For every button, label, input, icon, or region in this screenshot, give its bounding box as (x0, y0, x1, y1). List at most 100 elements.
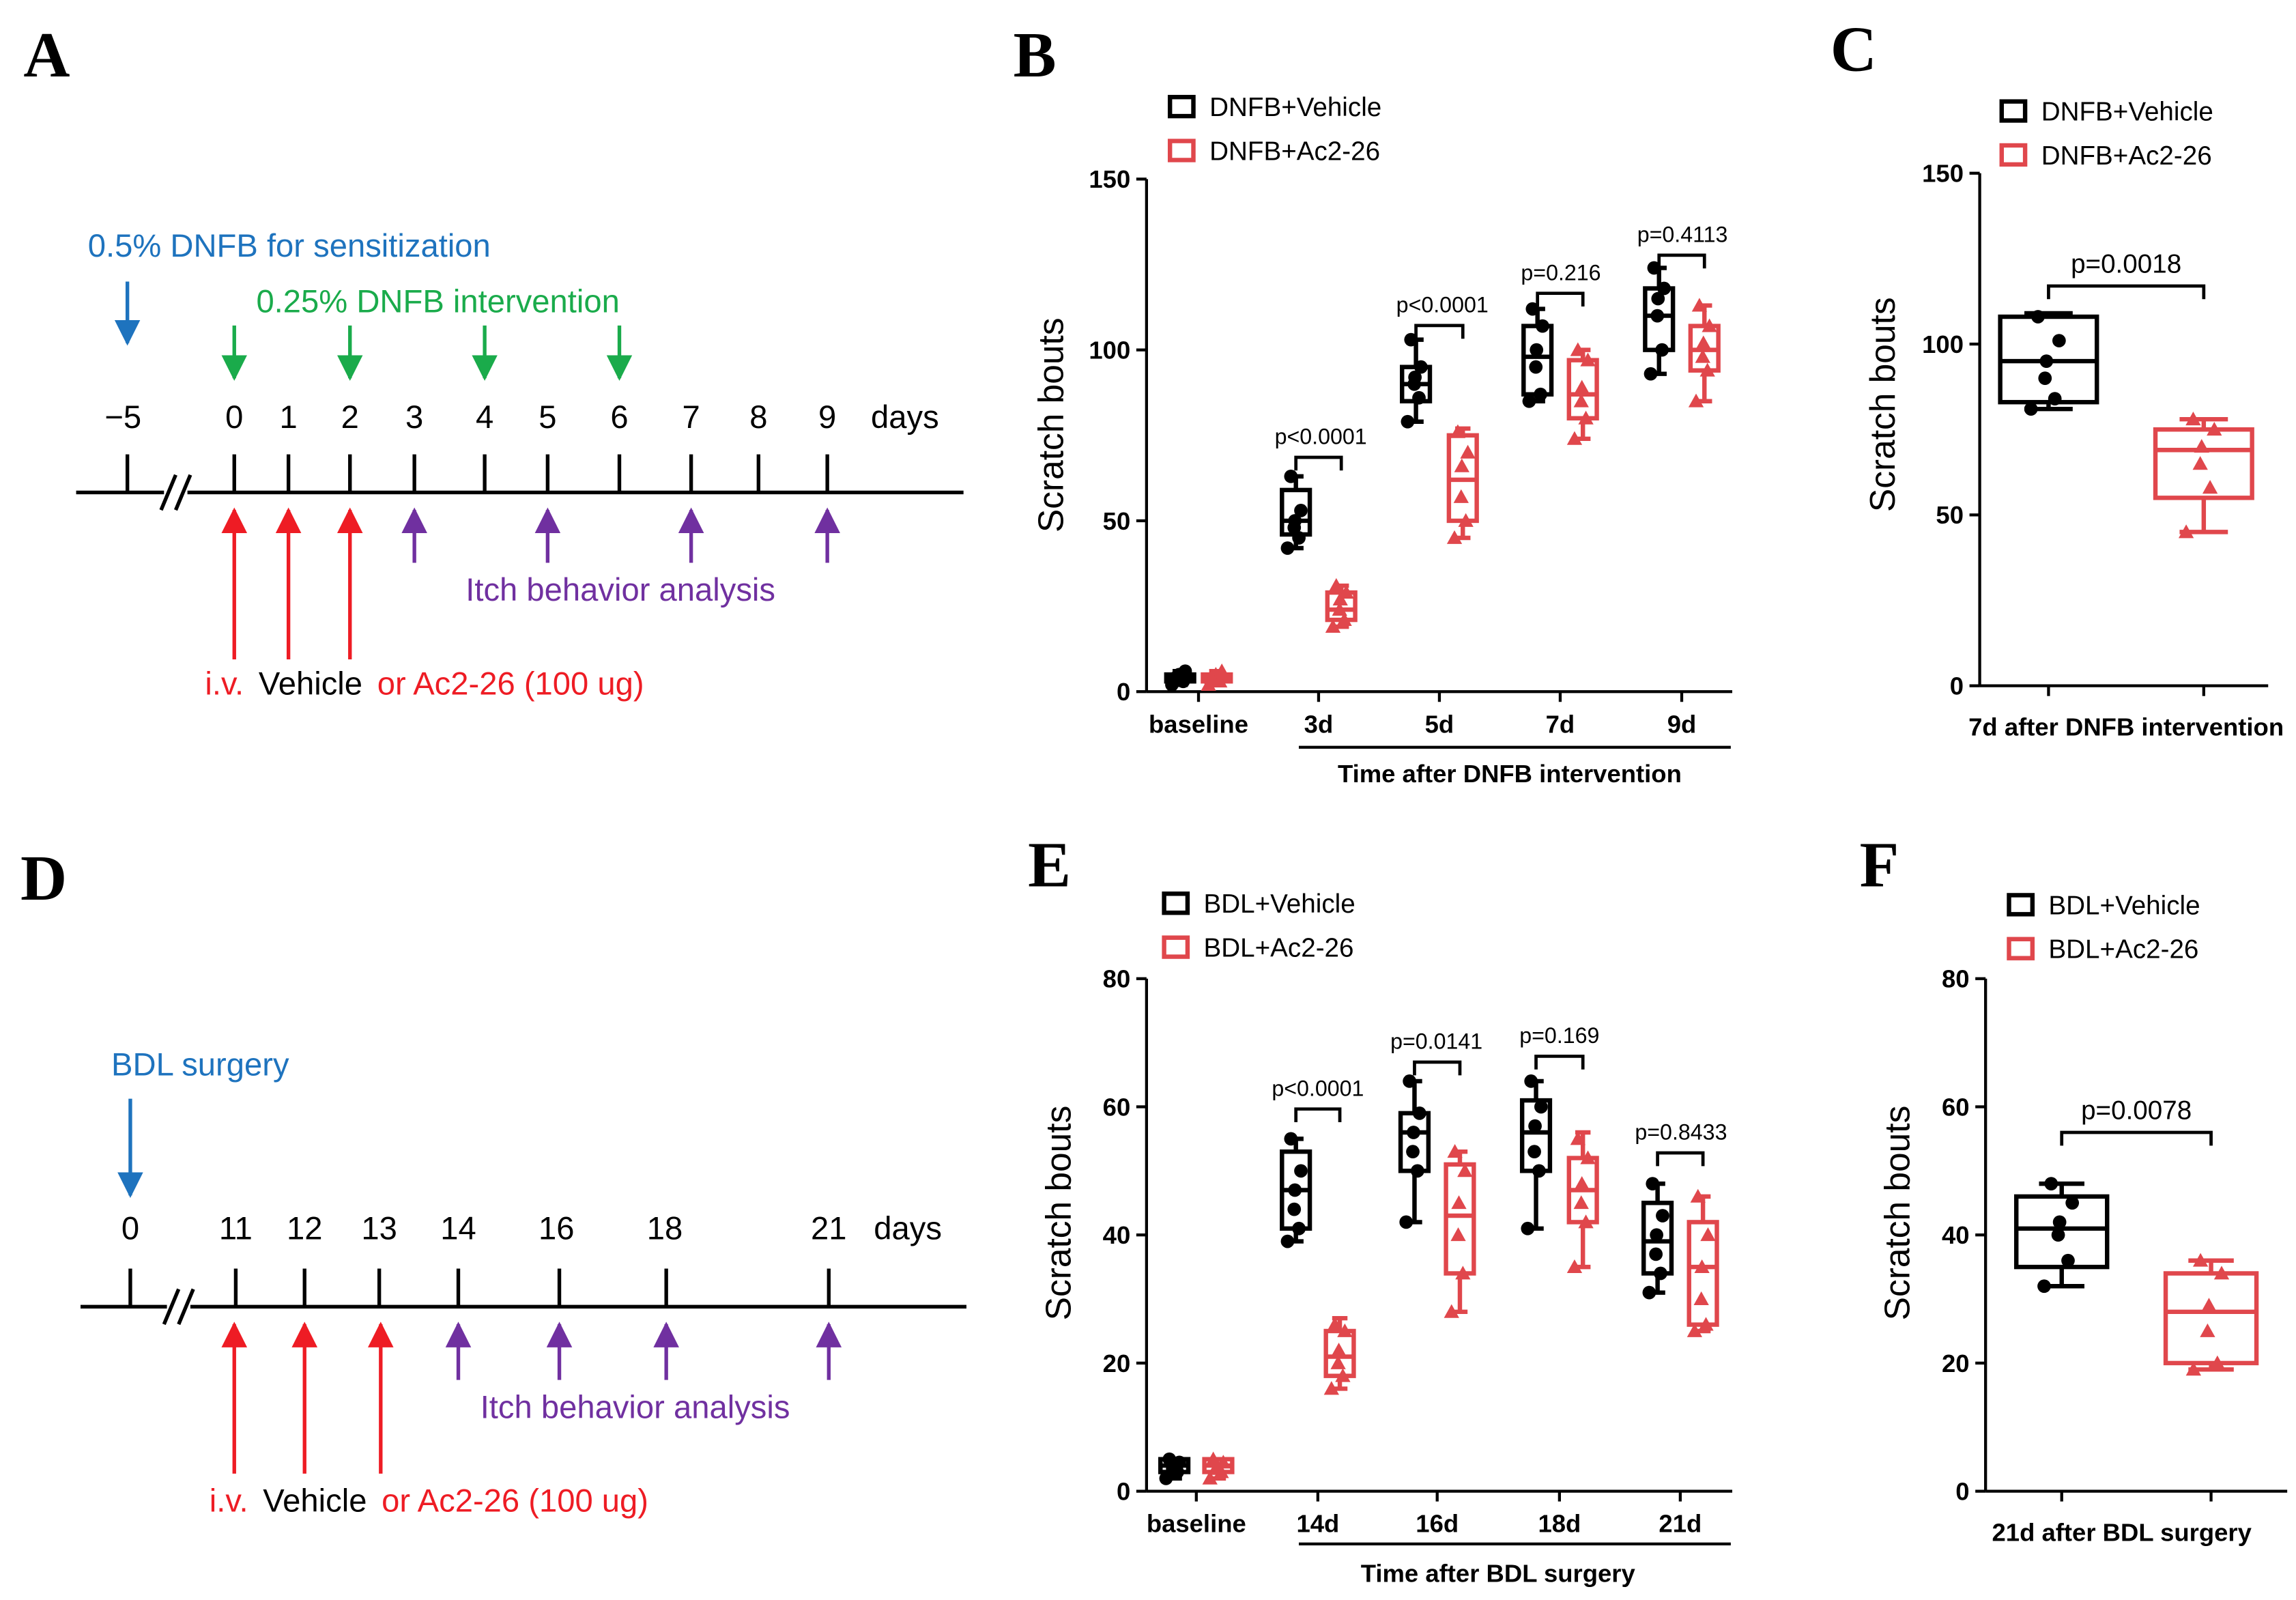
data-point (1414, 360, 1428, 374)
panel-label-d: D (20, 843, 67, 914)
y-tick-label: 20 (1942, 1349, 1970, 1377)
data-point (1404, 332, 1418, 347)
significance-bracket (1536, 291, 1585, 306)
p-value-label: p<0.0001 (1396, 293, 1489, 317)
data-point (1650, 1228, 1664, 1242)
data-point (1280, 1234, 1295, 1248)
data-point (2202, 480, 2218, 494)
day-label: 6 (610, 399, 628, 435)
data-point (1287, 1202, 1302, 1216)
data-point (1647, 261, 1661, 275)
data-point (1649, 1247, 1663, 1261)
y-tick-label: 60 (1942, 1093, 1970, 1121)
data-point (1288, 1183, 1302, 1197)
data-point (1447, 1144, 1463, 1158)
surgery-label: BDL surgery (111, 1046, 289, 1083)
days-unit: days (871, 399, 939, 435)
day-label: 13 (361, 1211, 397, 1247)
legend-label: DNFB+Ac2-26 (2041, 141, 2212, 171)
data-point (2201, 1298, 2217, 1312)
legend-label: BDL+Ac2-26 (2048, 935, 2198, 965)
p-value-label: p=0.0018 (2071, 250, 2181, 279)
x-tick-label: 21d (1659, 1510, 1702, 1538)
data-point (1294, 1164, 1308, 1178)
sensitization-label: 0.5% DNFB for sensitization (88, 228, 491, 264)
chart-b: 0 50 100 150 Scratch bouts baseline 3d 5d 7d 9d Ti… (1031, 165, 1733, 788)
data-point (2052, 334, 2066, 347)
legend-swatch-vehicle (2007, 893, 2035, 917)
x-axis-title: 7d after DNFB intervention (1968, 713, 2284, 741)
panel-d: D BDL surgery 0 11 12 13 14 16 18 21 day… (20, 843, 966, 1519)
day-label: 11 (219, 1211, 253, 1247)
data-point (1399, 1215, 1414, 1229)
data-point (1455, 1266, 1471, 1280)
data-point (2209, 1355, 2225, 1369)
x-tick-label: 16d (1416, 1510, 1459, 1538)
treatment-label: i.v. Vehicle or Ac2-26 (100 ug) (210, 1483, 648, 1519)
data-point (2039, 354, 2054, 368)
data-point (1450, 1227, 1466, 1242)
day-label: 14 (440, 1211, 476, 1247)
data-point (1524, 1074, 1538, 1088)
panel-label-b: B (1014, 20, 1057, 91)
legend-c: DNFB+Vehicle DNFB+Ac2-26 (1999, 98, 2213, 171)
y-tick-label: 0 (1950, 672, 1964, 700)
y-tick-label: 100 (1922, 330, 1964, 358)
significance-bracket (1657, 253, 1706, 269)
data-point (1325, 618, 1341, 633)
data-point (1522, 394, 1536, 408)
data-point (2061, 1253, 2075, 1268)
data-point (2048, 392, 2062, 406)
day-label: 12 (287, 1211, 323, 1247)
x-tick-label: 18d (1538, 1510, 1581, 1538)
p-value-label: p=0.216 (1521, 260, 1601, 285)
day-label: 7 (683, 399, 700, 435)
data-point (1410, 1164, 1424, 1178)
day-label: 9 (818, 399, 836, 435)
day-label: 3 (405, 399, 423, 435)
data-point (2178, 524, 2194, 539)
data-point (1458, 513, 1474, 527)
data-point (1699, 362, 1715, 377)
data-point (1687, 1323, 1703, 1337)
data-point (1574, 1175, 1590, 1190)
data-point (1527, 1145, 1541, 1159)
data-point (1698, 1317, 1714, 1331)
data-point (1335, 1368, 1351, 1382)
y-tick-label: 150 (1922, 160, 1964, 188)
x-axis-title: 21d after BDL surgery (1992, 1519, 2252, 1547)
box (2163, 1271, 2259, 1366)
p-value-label: p=0.0141 (1390, 1029, 1482, 1054)
legend-swatch-ac2-26 (1999, 143, 2028, 167)
data-point (2192, 1253, 2209, 1267)
data-point (1205, 1451, 1221, 1466)
data-point (2052, 1215, 2067, 1229)
day-label: 5 (539, 399, 556, 435)
x-tick-label: baseline (1147, 1510, 1246, 1538)
data-point (1574, 380, 1590, 394)
data-point (1651, 291, 1665, 306)
day-label: 0 (121, 1211, 139, 1247)
data-point (1332, 601, 1347, 616)
data-point (1178, 664, 1192, 678)
y-tick-label: 50 (1103, 507, 1131, 535)
data-point (1578, 1214, 1594, 1229)
p-value-label: p=0.0078 (2081, 1096, 2192, 1126)
data-point (1412, 1106, 1426, 1120)
data-point (2037, 1279, 2051, 1294)
significance-bracket (1294, 455, 1343, 471)
data-point (2207, 422, 2222, 436)
data-point (1570, 342, 1586, 356)
data-point (1159, 1471, 1173, 1485)
data-point (1323, 1381, 1339, 1395)
day-label: 8 (749, 399, 767, 435)
panel-label-c: C (1831, 14, 1877, 85)
legend-label: BDL+Ac2-26 (1204, 934, 1354, 963)
data-point (1695, 349, 1710, 363)
data-point (1284, 1132, 1298, 1146)
data-point (1327, 1317, 1343, 1331)
data-point (1650, 309, 1665, 323)
data-point (1331, 1342, 1347, 1357)
x-tick-label: 3d (1304, 710, 1334, 738)
data-point (1654, 1266, 1667, 1281)
